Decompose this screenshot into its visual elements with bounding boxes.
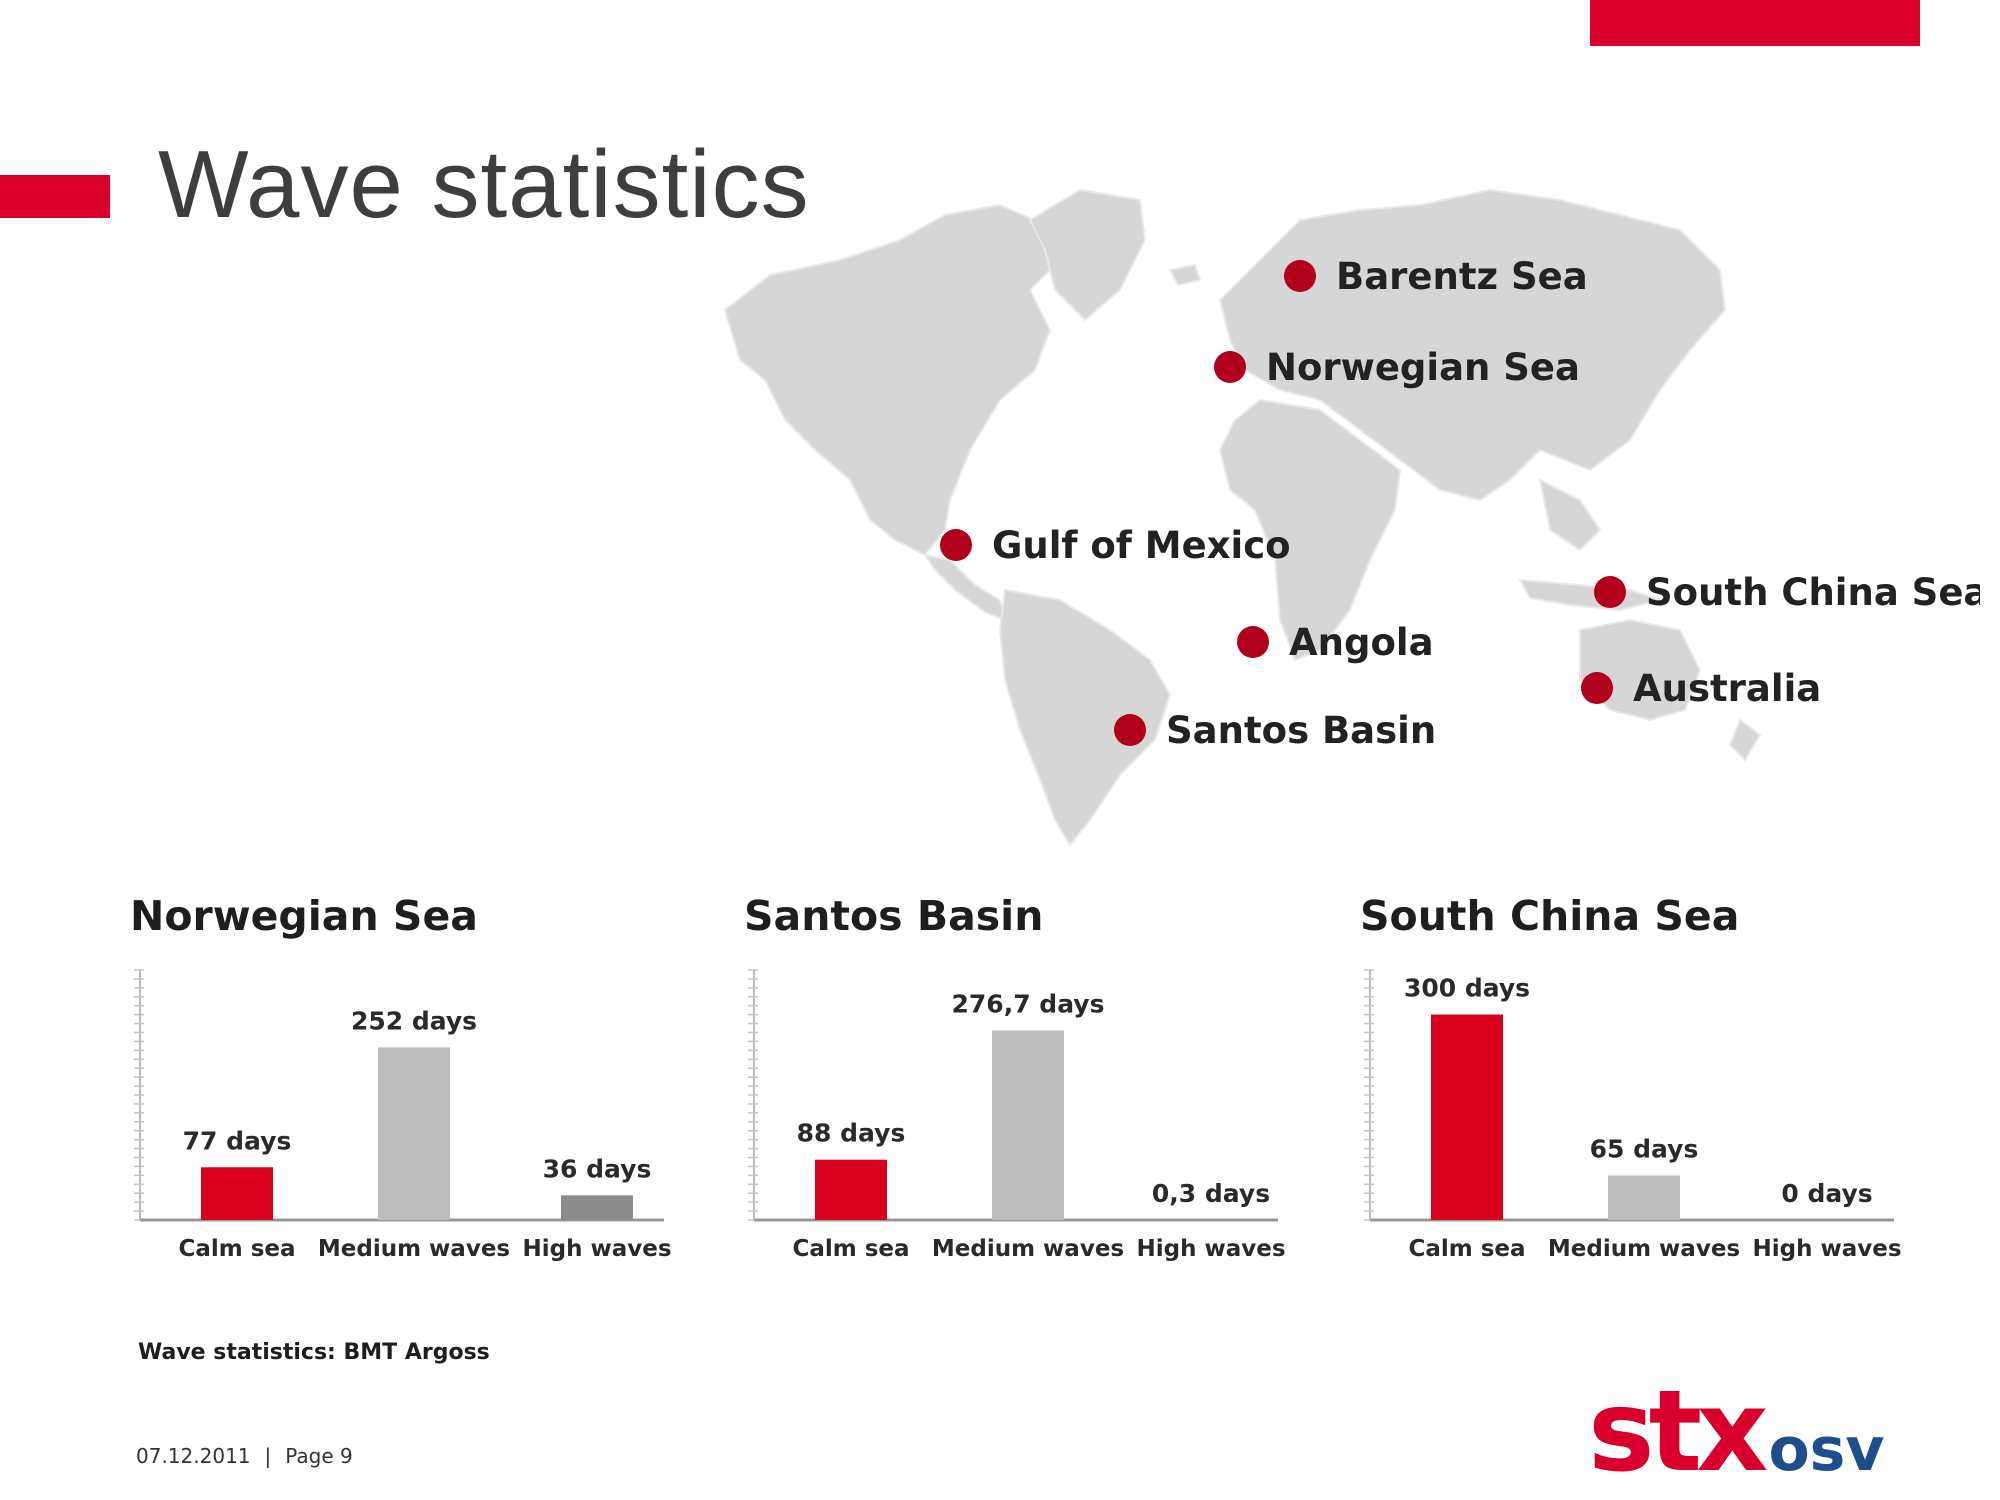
map-greenland [1028, 188, 1147, 322]
map-africa [1218, 398, 1402, 662]
bar [1431, 1014, 1503, 1220]
bar-value-label: 252 days [351, 1006, 477, 1035]
bar-value-label: 77 days [183, 1126, 292, 1155]
category-label: Medium waves [932, 1236, 1124, 1262]
source-note: Wave statistics: BMT Argoss [138, 1340, 490, 1365]
bar [1608, 1175, 1680, 1220]
map-south-america [998, 588, 1172, 847]
map-southeast-asia [1538, 478, 1602, 552]
bar [378, 1047, 450, 1220]
bar-chart: 77 days Calm sea 252 days Medium waves 36 da… [134, 969, 672, 1262]
title-accent-bar [0, 175, 110, 218]
footer-page: Page 9 [285, 1444, 353, 1468]
bar-value-label: 0,3 days [1152, 1179, 1270, 1208]
footer-separator: | [264, 1444, 272, 1468]
map-marker [1114, 714, 1146, 746]
bar [815, 1159, 887, 1220]
bar-value-label: 0 days [1781, 1179, 1872, 1208]
logo-sub: osv [1768, 1415, 1885, 1485]
map-location-label: Australia [1633, 667, 1821, 710]
bar [561, 1195, 633, 1220]
chart-title: Norwegian Sea [130, 892, 478, 940]
bar-chart: 300 days Calm sea 65 days Medium waves 0 day… [1364, 969, 1902, 1262]
category-label: High waves [1752, 1236, 1901, 1262]
map-landmass [723, 188, 1762, 847]
map-eurasia [1218, 188, 1727, 502]
category-label: High waves [1136, 1236, 1285, 1262]
chart-title: South China Sea [1360, 892, 1740, 940]
bar-value-label: 65 days [1590, 1134, 1699, 1163]
slide-title: Wave statistics [158, 131, 810, 238]
company-logo: stx osv [1588, 1376, 1885, 1488]
logo-brand: stx [1588, 1367, 1768, 1497]
map-iceland [1168, 263, 1202, 287]
category-label: Calm sea [1408, 1236, 1525, 1262]
map-marker [1214, 351, 1246, 383]
map-marker [1237, 626, 1269, 658]
map-location-label: Norwegian Sea [1266, 346, 1580, 389]
map-location-label: Barentz Sea [1336, 255, 1588, 298]
bar-value-label: 88 days [797, 1119, 906, 1148]
bar-value-label: 300 days [1404, 974, 1530, 1003]
category-label: Medium waves [1548, 1236, 1740, 1262]
top-accent-bar [1590, 0, 1920, 46]
map-location-label: Angola [1289, 621, 1434, 664]
footer-date: 07.12.2011 [136, 1444, 251, 1468]
map-location-label: South China Sea [1646, 571, 1980, 614]
map-location-label: Gulf of Mexico [992, 524, 1291, 567]
bar-chart: 88 days Calm sea 276,7 days Medium waves 0,3… [748, 969, 1286, 1262]
category-label: High waves [522, 1236, 671, 1262]
map-north-america [723, 203, 1062, 557]
map-markers: Barentz Sea Norwegian Sea Gulf of Mexico So… [940, 255, 1980, 752]
category-label: Medium waves [318, 1236, 510, 1262]
footer: 07.12.2011 | Page 9 [136, 1444, 353, 1468]
map-marker [1594, 576, 1626, 608]
bar [992, 1030, 1064, 1220]
category-label: Calm sea [792, 1236, 909, 1262]
bar [201, 1167, 273, 1220]
bar-value-label: 36 days [543, 1154, 652, 1183]
map-marker [1581, 672, 1613, 704]
category-label: Calm sea [178, 1236, 295, 1262]
map-new-zealand [1728, 718, 1762, 762]
map-marker [1284, 260, 1316, 292]
map-marker [940, 529, 972, 561]
map-indonesia [1518, 578, 1664, 612]
chart-title: Santos Basin [744, 892, 1044, 940]
map-location-label: Santos Basin [1166, 709, 1436, 752]
world-map: Barentz Sea Norwegian Sea Gulf of Mexico So… [723, 188, 1980, 847]
bar-value-label: 276,7 days [952, 989, 1105, 1018]
